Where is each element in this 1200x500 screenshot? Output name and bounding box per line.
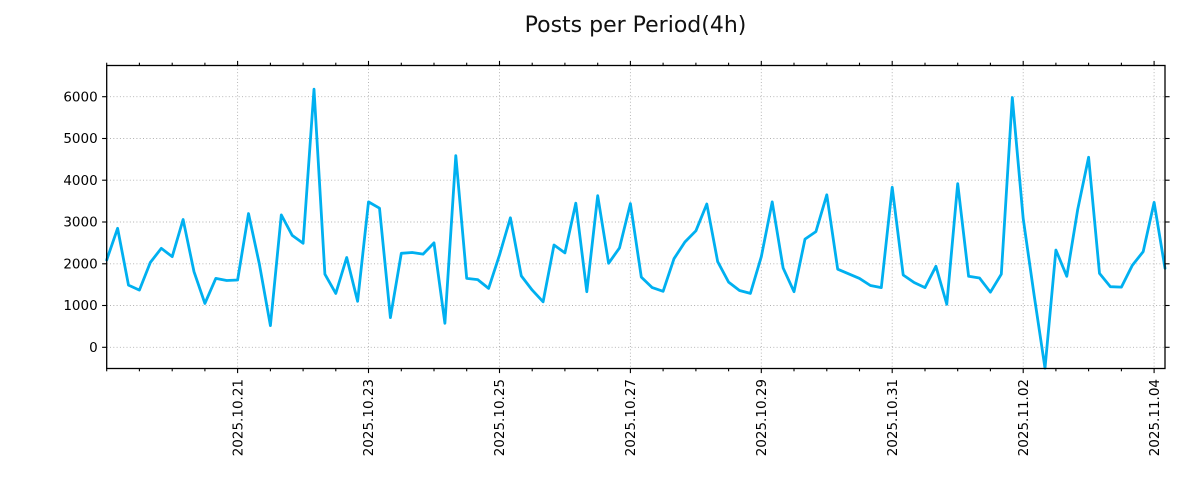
y-tick-label: 2000 — [63, 257, 97, 273]
y-tick-label: 3000 — [63, 215, 97, 231]
data-line — [105, 87, 1167, 370]
x-tick-label: 2025.10.27 — [623, 379, 639, 456]
x-tick-label: 2025.11.04 — [1147, 379, 1163, 456]
y-tick-labels: 0 1000 2000 3000 4000 5000 6000 — [63, 89, 97, 356]
x-tick-label: 2025.11.02 — [1016, 379, 1032, 456]
y-tick-label: 5000 — [63, 131, 97, 147]
x-tick-label: 2025.10.21 — [230, 379, 246, 456]
y-tick-label: 6000 — [63, 89, 97, 105]
y-gridlines — [106, 96, 1165, 348]
x-tick-labels: 2025.10.21 2025.10.23 2025.10.25 2025.10.27… — [230, 379, 1163, 456]
x-gridlines — [237, 65, 1155, 369]
chart-title: Posts per Period(4h) — [524, 13, 747, 38]
x-tick-label: 2025.10.31 — [885, 379, 901, 456]
x-tick-label: 2025.10.23 — [361, 379, 377, 456]
x-tick-label: 2025.10.29 — [754, 379, 770, 456]
y-tick-label: 0 — [89, 340, 98, 356]
y-tick-label: 4000 — [63, 173, 97, 189]
plot-border — [106, 64, 1166, 370]
x-tick-label: 2025.10.25 — [492, 379, 508, 456]
y-tick-label: 1000 — [63, 298, 97, 314]
axis-ticks — [102, 60, 1170, 374]
